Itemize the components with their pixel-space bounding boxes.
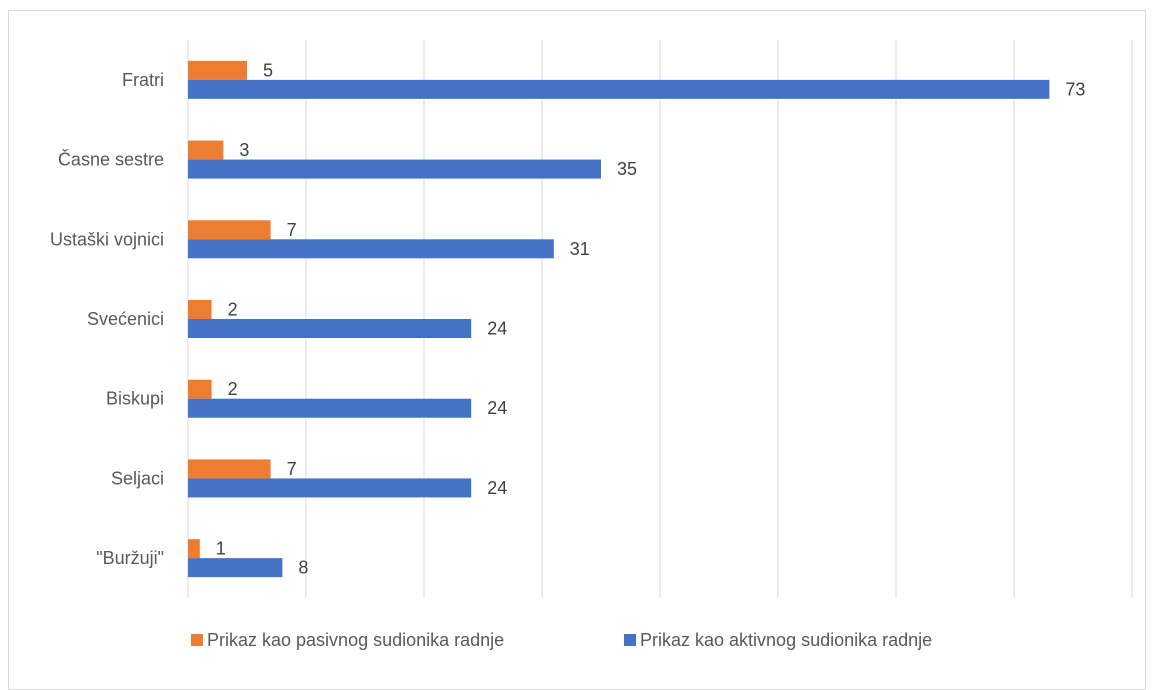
- bar-passive: [188, 60, 247, 80]
- data-label: 2: [228, 379, 238, 399]
- legend-label-active: Prikaz kao aktivnog sudionika radnje: [640, 630, 932, 650]
- data-labels: 5 73 3 35 7 31 2 24 2 24 7 24 1 8: [216, 60, 1086, 577]
- data-label: 5: [263, 60, 273, 80]
- bar-active: [188, 79, 1050, 99]
- bars: [188, 60, 1050, 578]
- legend-label-passive: Prikaz kao pasivnog sudionika radnje: [207, 630, 504, 650]
- bar-active: [188, 319, 472, 338]
- bar-chart: Fratri Časne sestre Ustaški vojnici Svećeni…: [50, 40, 1133, 650]
- data-label: 35: [617, 159, 637, 179]
- bar-active: [188, 398, 472, 418]
- category-labels: Fratri Časne sestre Ustaški vojnici Svećeni…: [50, 70, 164, 568]
- bar-passive: [188, 220, 271, 240]
- bar-passive: [188, 140, 224, 160]
- bar-active: [188, 159, 601, 179]
- bar-active: [188, 239, 554, 259]
- data-label: 1: [216, 539, 226, 559]
- data-label: 31: [570, 239, 590, 259]
- category-label: "Buržuji": [96, 548, 164, 568]
- bar-active: [188, 478, 472, 498]
- category-label: Fratri: [122, 70, 164, 90]
- data-label: 24: [487, 478, 507, 498]
- legend: Prikaz kao pasivnog sudionika radnje Prik…: [191, 630, 932, 650]
- category-label: Biskupi: [106, 389, 164, 409]
- bar-active: [188, 558, 283, 578]
- category-label: Časne sestre: [58, 149, 164, 170]
- bar-passive: [188, 379, 212, 399]
- category-label: Svećenici: [87, 309, 164, 329]
- legend-swatch-active: [624, 634, 636, 646]
- data-label: 2: [228, 300, 238, 320]
- data-label: 3: [239, 140, 249, 160]
- data-label: 7: [287, 220, 297, 240]
- data-label: 24: [487, 398, 507, 418]
- legend-swatch-passive: [191, 634, 203, 646]
- data-label: 7: [287, 459, 297, 479]
- bar-passive: [188, 459, 271, 479]
- category-label: Ustaški vojnici: [50, 229, 164, 249]
- data-label: 24: [487, 319, 507, 339]
- category-label: Seljaci: [111, 468, 164, 488]
- gridlines: [187, 40, 1133, 598]
- data-label: 73: [1065, 79, 1085, 99]
- bar-passive: [188, 539, 200, 559]
- data-label: 8: [298, 558, 308, 578]
- bar-passive: [188, 300, 212, 319]
